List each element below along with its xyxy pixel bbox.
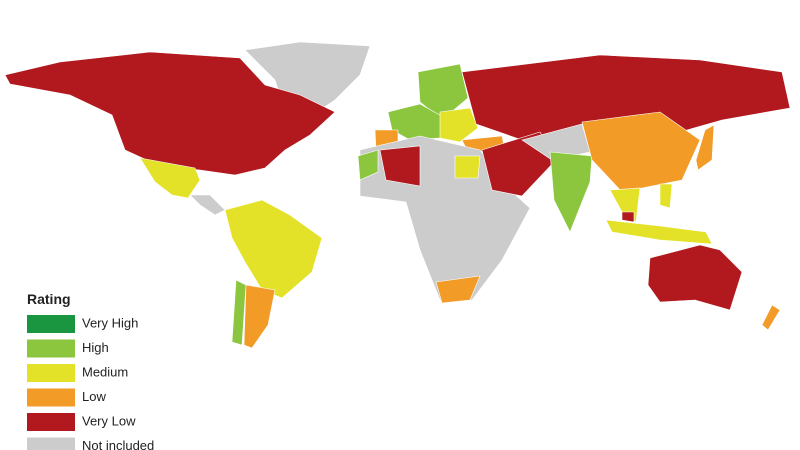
legend-swatch <box>27 364 75 382</box>
legend-label: Medium <box>82 364 128 379</box>
legend-swatch <box>27 437 75 450</box>
country <box>581 111 701 193</box>
legend-swatch <box>27 413 75 431</box>
country <box>243 284 276 349</box>
legend-title: Rating <box>27 291 71 307</box>
legend-label: High <box>82 340 109 355</box>
country <box>4 51 336 176</box>
legend-label: Very High <box>82 315 138 330</box>
countries <box>4 41 791 349</box>
country <box>621 211 635 223</box>
country <box>379 145 421 187</box>
legend-label: Very Low <box>82 413 136 428</box>
legend-swatch <box>27 388 75 407</box>
country <box>461 54 791 141</box>
country <box>439 107 479 143</box>
country <box>189 194 226 216</box>
country <box>659 183 673 209</box>
country <box>647 244 743 311</box>
country <box>549 151 593 233</box>
country <box>454 155 481 179</box>
country <box>435 275 481 304</box>
legend-swatch <box>27 339 75 358</box>
legend: Rating Very High High Medium Low Very Low Not… <box>27 291 154 450</box>
country <box>357 149 379 181</box>
legend-swatch <box>27 315 75 333</box>
country <box>417 63 469 121</box>
country <box>761 304 781 331</box>
country <box>695 124 715 171</box>
country <box>231 279 247 346</box>
country <box>224 199 323 299</box>
legend-label: Low <box>82 389 106 404</box>
legend-label: Not included <box>82 438 154 450</box>
country <box>139 157 201 199</box>
country <box>605 219 713 245</box>
